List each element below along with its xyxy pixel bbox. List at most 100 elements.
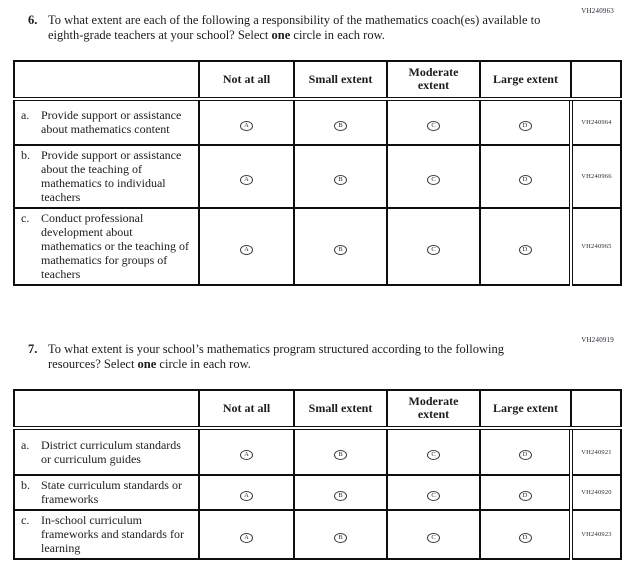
- answer-circle-c[interactable]: C: [427, 120, 440, 131]
- header-moderate-extent: Moderate extent: [386, 389, 481, 430]
- row-label: State curriculum standards or frameworks: [41, 478, 182, 506]
- table-row: a. Provide support or assistance about m…: [13, 98, 622, 146]
- header-small-extent: Small extent: [293, 60, 388, 101]
- question-6-bold-word: one: [271, 28, 291, 42]
- answer-circle-d[interactable]: D: [518, 490, 532, 501]
- header-not-at-all: Not at all: [198, 60, 295, 101]
- answer-circle-c[interactable]: C: [427, 174, 440, 185]
- answer-circle-a[interactable]: A: [240, 120, 253, 131]
- table-row: c. Conduct professional development abou…: [13, 207, 622, 286]
- answer-circle-a[interactable]: A: [240, 174, 253, 185]
- answer-circle-b[interactable]: B: [334, 120, 347, 131]
- answer-circle-d[interactable]: D: [518, 244, 532, 255]
- header-moderate-extent: Moderate extent: [386, 60, 481, 101]
- option-cell-small-extent: B: [293, 427, 388, 476]
- row-letter: a.: [21, 108, 30, 122]
- answer-circle-d[interactable]: D: [518, 450, 532, 461]
- header-code-column: [570, 389, 622, 430]
- question-6-number: 6.: [28, 13, 38, 27]
- answer-circle-c[interactable]: C: [427, 532, 440, 543]
- option-cell-not-at-all: A: [198, 474, 295, 511]
- answer-circle-a[interactable]: A: [240, 450, 253, 461]
- row-label: Provide support or assistance about math…: [41, 108, 182, 136]
- option-cell-small-extent: B: [293, 98, 388, 146]
- option-cell-large-extent: D: [479, 509, 572, 560]
- header-large-extent: Large extent: [479, 389, 572, 430]
- row-admin-code: VH240966: [569, 144, 622, 209]
- header-empty: [13, 60, 200, 101]
- header-small-extent: Small extent: [293, 389, 388, 430]
- option-cell-moderate-extent: C: [386, 474, 481, 511]
- row-letter: b.: [21, 478, 30, 492]
- row-letter: b.: [21, 148, 30, 162]
- row-label-cell: a. District curriculum standards or curr…: [13, 427, 200, 476]
- row-admin-code: VH240964: [569, 98, 622, 146]
- option-cell-moderate-extent: C: [386, 207, 481, 286]
- answer-circle-c[interactable]: C: [427, 450, 440, 461]
- question-6-admin-code: VH240963: [581, 7, 614, 15]
- answer-circle-d[interactable]: D: [518, 174, 532, 185]
- option-cell-not-at-all: A: [198, 509, 295, 560]
- question-7-admin-code: VH240919: [581, 336, 614, 344]
- option-cell-not-at-all: A: [198, 98, 295, 146]
- question-7-prompt: 7. To what extent is your school’s mathe…: [0, 342, 623, 372]
- row-label: Provide support or assistance about the …: [41, 148, 182, 204]
- answer-circle-a[interactable]: A: [240, 244, 253, 255]
- answer-circle-b[interactable]: B: [334, 174, 347, 185]
- row-letter: c.: [21, 513, 30, 527]
- option-cell-large-extent: D: [479, 474, 572, 511]
- header-large-extent: Large extent: [479, 60, 572, 101]
- answer-circle-a[interactable]: A: [240, 532, 253, 543]
- row-admin-code: VH240923: [569, 509, 622, 560]
- row-label: Conduct professional development about m…: [41, 211, 189, 281]
- answer-circle-d[interactable]: D: [518, 120, 532, 131]
- option-cell-not-at-all: A: [198, 427, 295, 476]
- option-cell-small-extent: B: [293, 144, 388, 209]
- answer-circle-b[interactable]: B: [334, 532, 347, 543]
- option-cell-small-extent: B: [293, 509, 388, 560]
- row-label: In-school curriculum frameworks and stan…: [41, 513, 184, 555]
- question-6-prompt: 6. To what extent are each of the follow…: [0, 13, 623, 43]
- question-7-response-grid: Not at all Small extent Moderate extent …: [13, 389, 622, 560]
- question-6-response-grid: Not at all Small extent Moderate extent …: [13, 60, 622, 286]
- answer-circle-b[interactable]: B: [334, 450, 347, 461]
- option-cell-large-extent: D: [479, 144, 572, 209]
- answer-circle-c[interactable]: C: [427, 244, 440, 255]
- answer-circle-c[interactable]: C: [427, 490, 440, 501]
- question-6-text: To what extent are each of the following…: [48, 13, 541, 42]
- table-row: b. State curriculum standards or framewo…: [13, 474, 622, 511]
- question-6-section: VH240963 6. To what extent are each of t…: [0, 7, 623, 286]
- row-admin-code: VH240965: [569, 207, 622, 286]
- answer-circle-b[interactable]: B: [334, 490, 347, 501]
- row-label-cell: b. State curriculum standards or framewo…: [13, 474, 200, 511]
- option-cell-small-extent: B: [293, 207, 388, 286]
- row-label: District curriculum standards or curricu…: [41, 437, 181, 466]
- row-label-cell: a. Provide support or assistance about m…: [13, 98, 200, 146]
- answer-circle-a[interactable]: A: [240, 490, 253, 501]
- row-label-cell: c. In-school curriculum frameworks and s…: [13, 509, 200, 560]
- question-7-bold-word: one: [137, 357, 157, 371]
- option-cell-large-extent: D: [479, 427, 572, 476]
- header-row: Not at all Small extent Moderate extent …: [13, 389, 622, 430]
- row-admin-code: VH240920: [569, 474, 622, 511]
- answer-circle-d[interactable]: D: [518, 532, 532, 543]
- row-label-cell: b. Provide support or assistance about t…: [13, 144, 200, 209]
- option-cell-moderate-extent: C: [386, 144, 481, 209]
- table-row: a. District curriculum standards or curr…: [13, 427, 622, 476]
- question-7-number: 7.: [28, 342, 38, 356]
- option-cell-moderate-extent: C: [386, 98, 481, 146]
- option-cell-moderate-extent: C: [386, 427, 481, 476]
- option-cell-moderate-extent: C: [386, 509, 481, 560]
- header-empty: [13, 389, 200, 430]
- row-label-cell: c. Conduct professional development abou…: [13, 207, 200, 286]
- header-code-column: [570, 60, 622, 101]
- table-row: c. In-school curriculum frameworks and s…: [13, 509, 622, 560]
- question-7-section: VH240919 7. To what extent is your schoo…: [0, 336, 623, 560]
- table-row: b. Provide support or assistance about t…: [13, 144, 622, 209]
- row-letter: c.: [21, 211, 30, 225]
- header-row: Not at all Small extent Moderate extent …: [13, 60, 622, 101]
- question-7-text: To what extent is your school’s mathemat…: [48, 342, 504, 371]
- answer-circle-b[interactable]: B: [334, 244, 347, 255]
- option-cell-not-at-all: A: [198, 144, 295, 209]
